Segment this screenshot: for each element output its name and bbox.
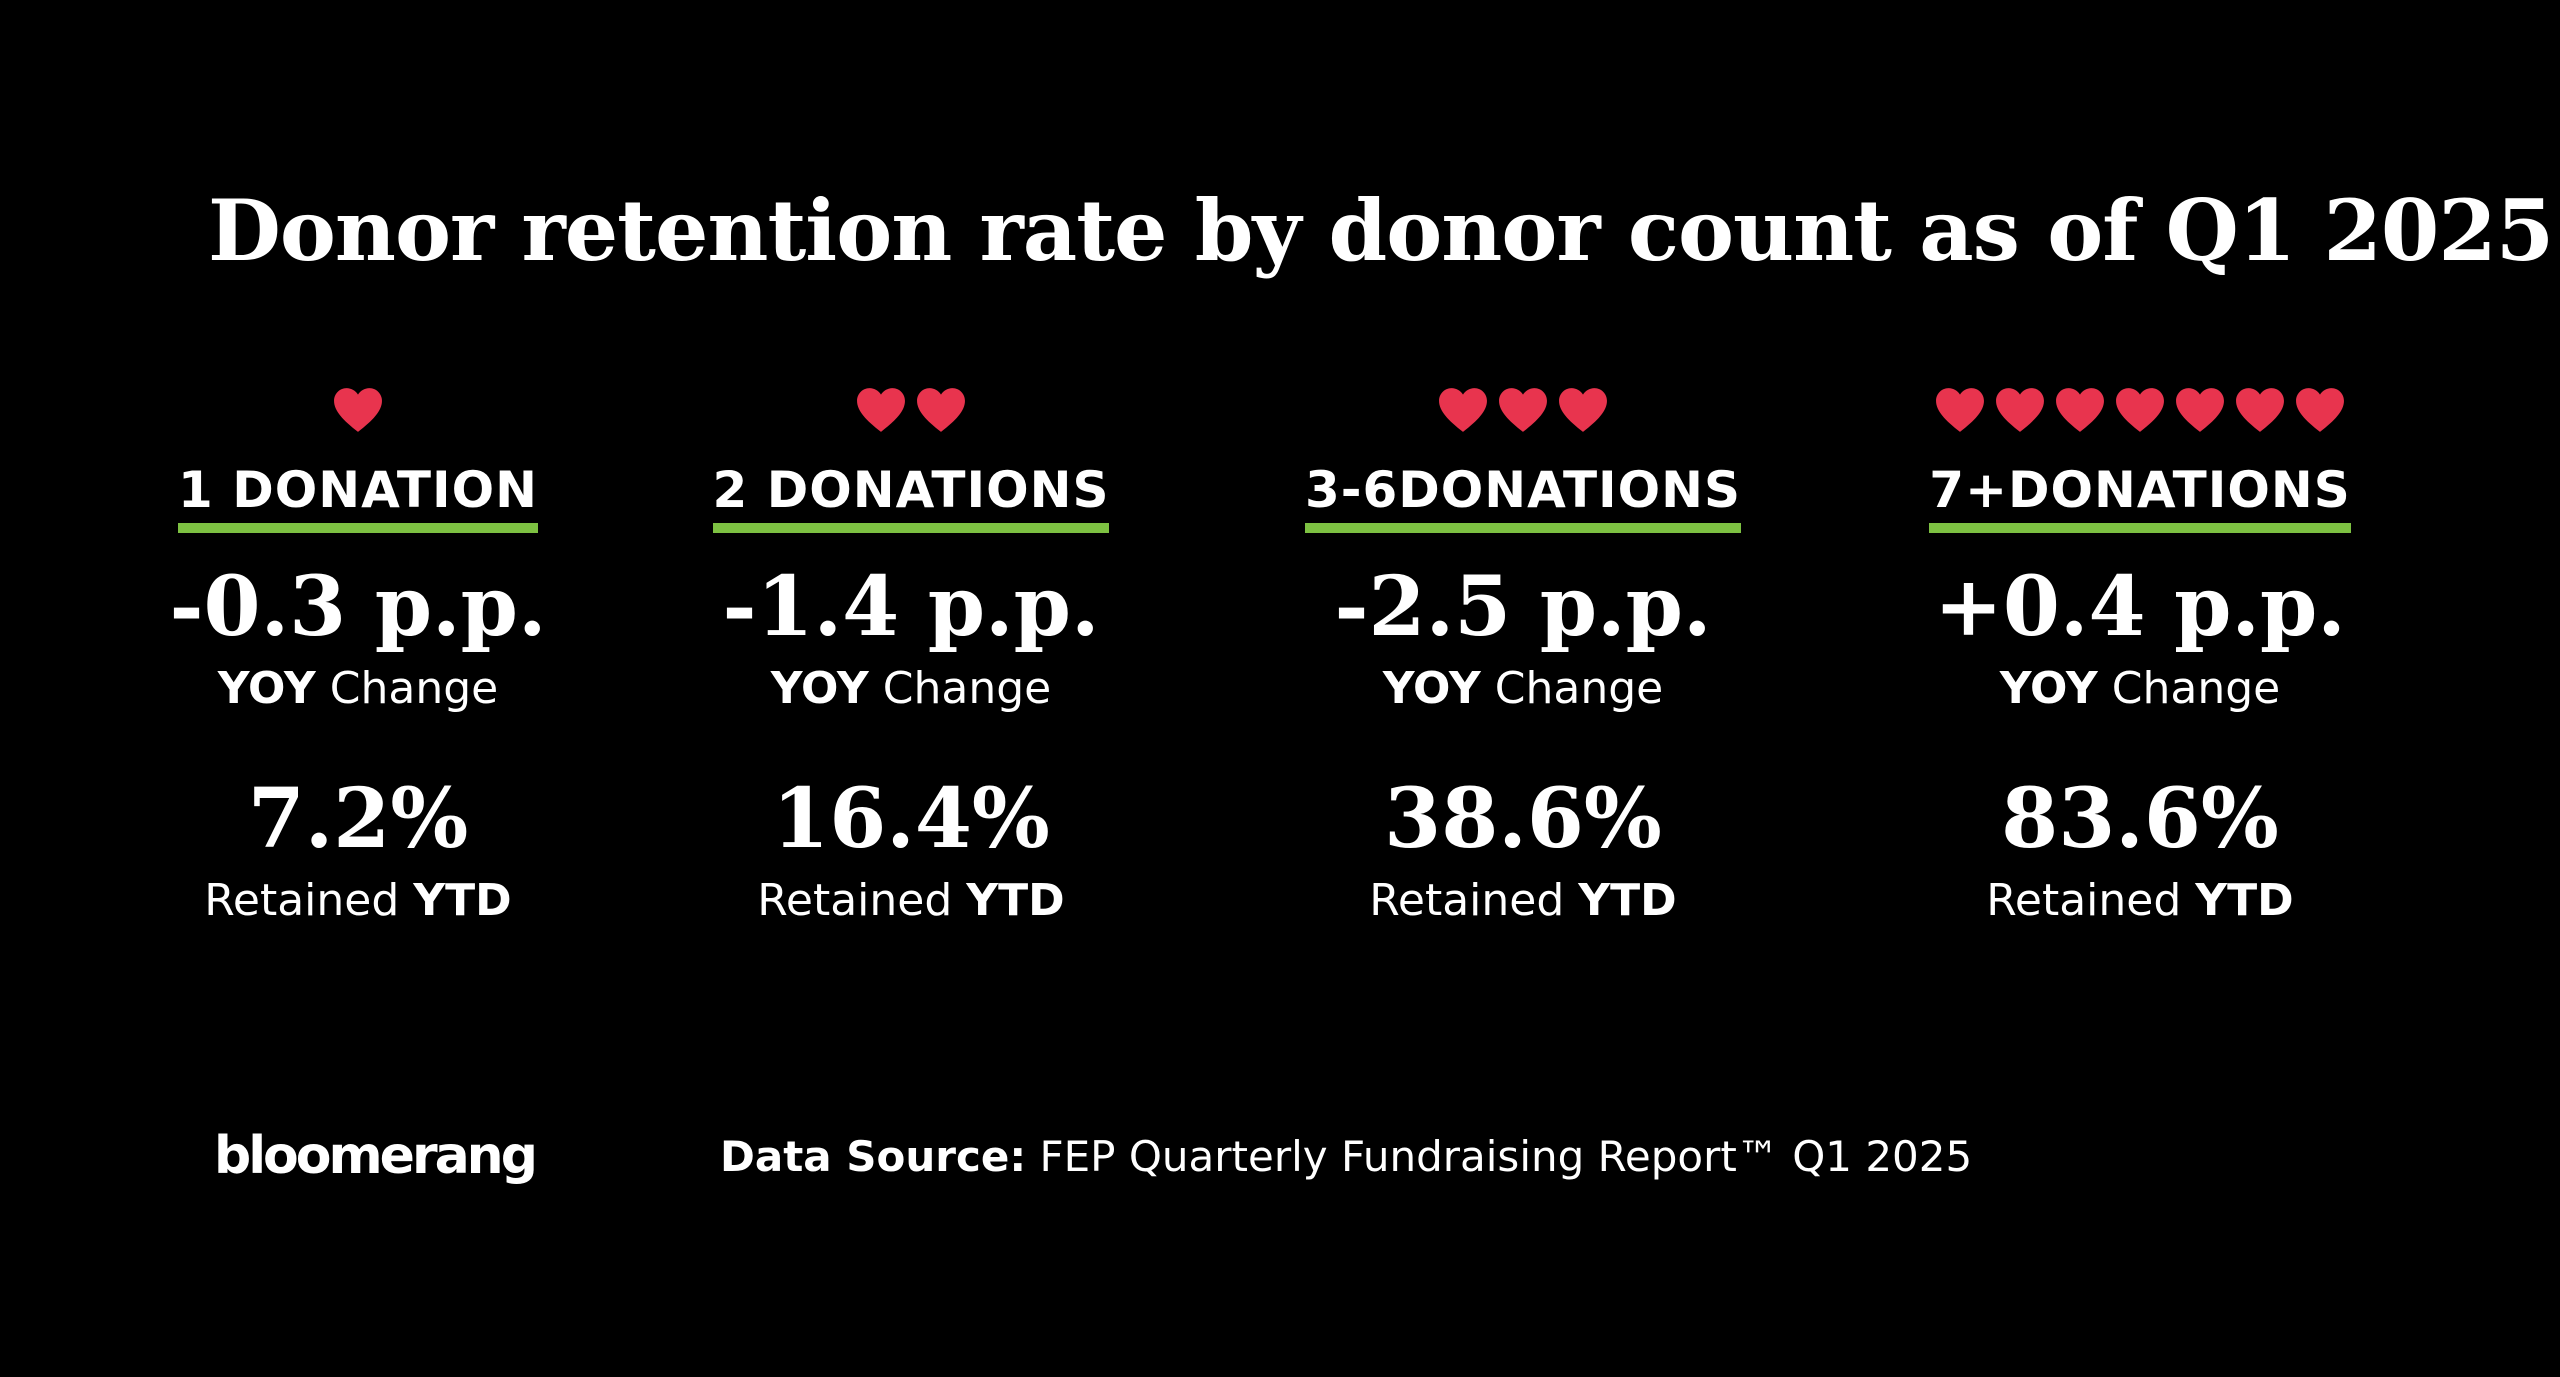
stat-column-7-plus-donations: 7+DONATIONS +0.4 p.p. YOY Change 83.6% R… bbox=[1880, 385, 2400, 929]
heart-icon bbox=[1499, 388, 1547, 432]
heart-icon bbox=[2236, 388, 2284, 432]
retained-ytd-caption: Retained YTD bbox=[1369, 875, 1677, 926]
stat-column-1-donation: 1 DONATION -0.3 p.p. YOY Change 7.2% Ret… bbox=[98, 385, 618, 929]
page-title: Donor retention rate by donor count as o… bbox=[208, 181, 2554, 280]
yoy-change-value: -0.3 p.p. bbox=[169, 559, 547, 655]
stat-column-2-donations: 2 DONATIONS -1.4 p.p. YOY Change 16.4% R… bbox=[651, 385, 1171, 929]
heart-icon bbox=[2056, 388, 2104, 432]
hearts-row bbox=[98, 385, 618, 445]
heart-icon bbox=[857, 388, 905, 432]
retained-ytd-value: 16.4% bbox=[772, 771, 1050, 867]
yoy-change-value: +0.4 p.p. bbox=[1934, 559, 2346, 655]
heart-icon bbox=[917, 388, 965, 432]
yoy-change-caption: YOY Change bbox=[1382, 663, 1664, 714]
retained-ytd-value: 83.6% bbox=[2001, 771, 2279, 867]
yoy-change-value: -2.5 p.p. bbox=[1334, 559, 1712, 655]
donor-count-label: 3-6DONATIONS bbox=[1304, 461, 1742, 533]
donor-count-label: 7+DONATIONS bbox=[1929, 461, 2351, 533]
heart-icon bbox=[1936, 388, 1984, 432]
heart-icon bbox=[1996, 388, 2044, 432]
donor-count-label: 1 DONATION bbox=[178, 461, 538, 533]
hearts-row bbox=[651, 385, 1171, 445]
retained-ytd-value: 38.6% bbox=[1384, 771, 1662, 867]
heart-icon bbox=[2296, 388, 2344, 432]
hearts-row bbox=[1880, 385, 2400, 445]
yoy-change-caption: YOY Change bbox=[217, 663, 499, 714]
yoy-change-value: -1.4 p.p. bbox=[722, 559, 1100, 655]
bloomerang-logo: bloomerang bbox=[214, 1126, 538, 1186]
hearts-row bbox=[1263, 385, 1783, 445]
donor-count-label: 2 DONATIONS bbox=[712, 461, 1110, 533]
retained-ytd-caption: Retained YTD bbox=[1986, 875, 2294, 926]
retained-ytd-caption: Retained YTD bbox=[757, 875, 1065, 926]
heart-icon bbox=[334, 388, 382, 432]
heart-icon bbox=[1439, 388, 1487, 432]
stat-column-3-6-donations: 3-6DONATIONS -2.5 p.p. YOY Change 38.6% … bbox=[1263, 385, 1783, 929]
heart-icon bbox=[1559, 388, 1607, 432]
retained-ytd-caption: Retained YTD bbox=[204, 875, 512, 926]
yoy-change-caption: YOY Change bbox=[770, 663, 1052, 714]
retained-ytd-value: 7.2% bbox=[247, 771, 469, 867]
data-source-note: Data Source: FEP Quarterly Fundraising R… bbox=[720, 1132, 1973, 1181]
heart-icon bbox=[2116, 388, 2164, 432]
heart-icon bbox=[2176, 388, 2224, 432]
yoy-change-caption: YOY Change bbox=[1999, 663, 2281, 714]
